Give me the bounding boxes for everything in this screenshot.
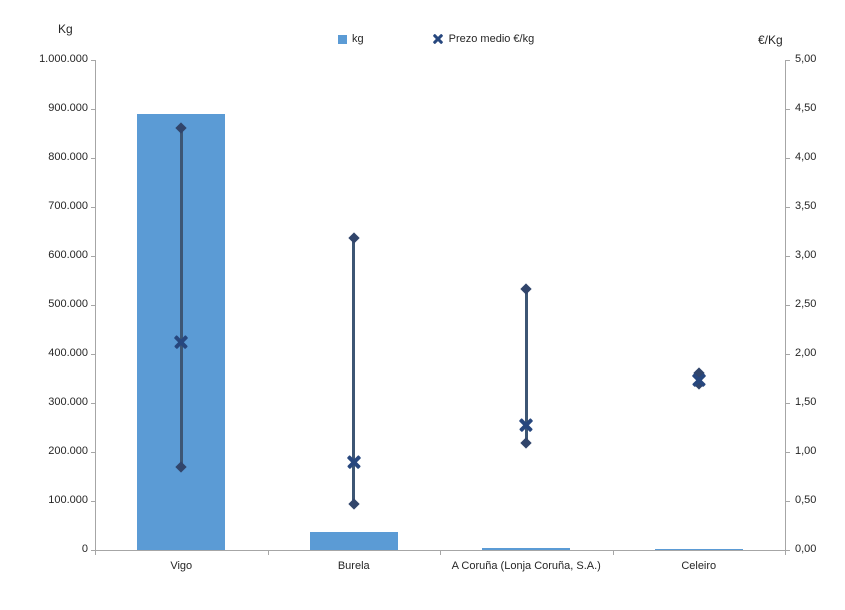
x-axis-boundary-tick [612,550,614,555]
y-axis-right-line [785,60,786,550]
y-axis-left-tick [91,305,95,306]
y-axis-right-tick-label: 4,50 [795,102,817,114]
y-axis-right-tick-label: 4,00 [795,151,817,163]
y-axis-left-tick-label: 200.000 [48,445,88,457]
x-axis-boundary-tick [267,550,269,555]
x-axis-category-label: Burela [337,560,370,572]
chart-legend: kg Prezo medio €/kg [338,33,534,45]
x-mean-marker [519,417,534,432]
x-axis-category-label: A Coruña (Lonja Coruña, S.A.) [451,560,601,572]
y-axis-right-tick-label: 2,00 [795,347,817,359]
y-axis-right-tick [786,158,790,159]
y-axis-left-tick-label: 700.000 [48,200,88,212]
x-mean-marker [346,454,361,469]
y-axis-left-tick-label: 0 [81,543,88,555]
y-axis-left-line [95,60,96,550]
y-axis-left-tick [91,403,95,404]
y-axis-left-tick-label: 300.000 [48,396,88,408]
y-axis-left-tick-label: 100.000 [48,494,88,506]
y-axis-right-tick [786,109,790,110]
x-mean-marker [691,373,706,388]
y-axis-right-tick [786,305,790,306]
right-axis-title: €/Kg [758,33,783,47]
y-axis-left-tick [91,60,95,61]
x-axis-category-label: Celeiro [681,560,717,572]
y-axis-right-tick [786,207,790,208]
hilo-line [524,289,528,444]
y-axis-right-tick [786,501,790,502]
y-axis-right-tick-label: 0,00 [795,543,817,555]
y-axis-right-tick [786,354,790,355]
y-axis-right-tick-label: 3,00 [795,249,817,261]
y-axis-left-tick [91,501,95,502]
legend-item-kg: kg [338,33,364,45]
y-axis-right-tick-label: 3,50 [795,200,817,212]
legend-label-prezo: Prezo medio €/kg [448,33,535,45]
x-axis-boundary-tick [440,550,441,555]
diamond-marker-low [520,437,532,449]
y-axis-right-tick-label: 2,50 [795,298,817,310]
y-axis-left-tick-label: 1.000.000 [39,53,88,65]
diamond-marker-high [520,283,532,295]
hilo-line [179,127,183,467]
y-axis-left-tick [91,109,95,110]
diamond-marker-high [348,232,360,245]
x-axis-category-label: Vigo [170,560,193,572]
y-axis-right-tick-label: 0,50 [795,494,817,506]
y-axis-left-tick-label: 900.000 [48,102,88,114]
y-axis-left-tick-label: 600.000 [48,249,88,261]
hilo-line [352,238,356,504]
y-axis-left-tick [91,256,95,257]
y-axis-left-tick [91,158,95,159]
y-axis-left-tick-label: 400.000 [48,347,88,359]
bar-kg [654,548,743,550]
left-axis-title: Kg [58,22,73,36]
bar-kg [482,548,571,550]
x-axis-boundary-tick [785,550,786,555]
y-axis-right-tick [786,256,790,257]
y-axis-left-tick [91,207,95,208]
kg-series-swatch-icon [338,34,347,44]
y-axis-right-tick-label: 1,50 [795,396,817,408]
y-axis-right-tick-label: 1,00 [795,445,817,457]
x-mean-marker [174,335,189,350]
diamond-marker-low [348,498,360,510]
y-axis-left-tick [91,354,95,355]
y-axis-left-tick-label: 500.000 [48,298,88,310]
bar-kg [309,531,398,550]
y-axis-left-tick [91,452,95,453]
x-axis-boundary-tick [95,550,96,555]
y-axis-left-tick-label: 800.000 [48,151,88,163]
legend-label-kg: kg [352,33,364,45]
legend-item-prezo: Prezo medio €/kg [432,33,535,45]
y-axis-left-tick [91,550,95,551]
y-axis-right-tick [786,60,790,61]
y-axis-right-tick [786,550,790,551]
y-axis-right-tick [786,403,790,404]
y-axis-right-tick [786,452,790,453]
y-axis-right-tick-label: 5,00 [795,53,817,65]
